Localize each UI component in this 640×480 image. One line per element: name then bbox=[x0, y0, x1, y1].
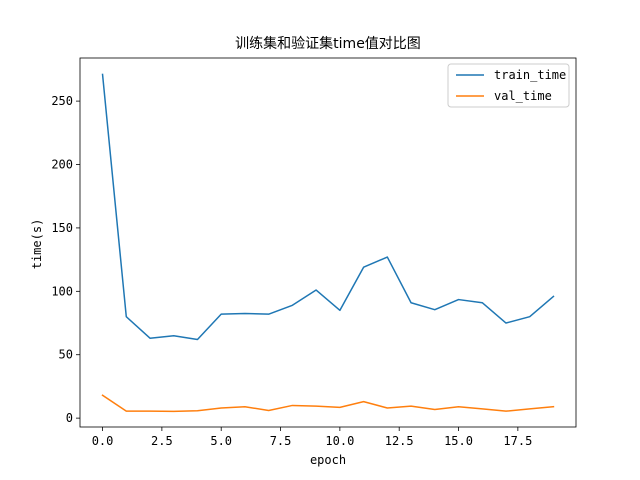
y-tick-label: 250 bbox=[51, 94, 73, 108]
y-axis-label: time(s) bbox=[30, 219, 44, 270]
x-tick-label: 17.5 bbox=[503, 434, 532, 448]
x-axis-label: epoch bbox=[310, 453, 346, 467]
x-tick-label: 0.0 bbox=[92, 434, 114, 448]
chart-title: 训练集和验证集time值对比图 bbox=[235, 35, 421, 52]
legend: train_time val_time bbox=[447, 63, 570, 108]
y-axis-ticks: 0 50 100 150 200 250 bbox=[51, 94, 80, 425]
x-tick-label: 5.0 bbox=[210, 434, 232, 448]
legend-label-train-time: train_time bbox=[494, 68, 566, 82]
x-tick-label: 7.5 bbox=[270, 434, 292, 448]
y-tick-label: 0 bbox=[66, 411, 73, 425]
legend-label-val-time: val_time bbox=[494, 89, 552, 103]
plot-area bbox=[79, 57, 577, 428]
y-tick-label: 100 bbox=[51, 284, 73, 298]
y-tick-label: 150 bbox=[51, 221, 73, 235]
x-axis-ticks: 0.0 2.5 5.0 7.5 10.0 12.5 15.0 17.5 bbox=[92, 427, 532, 448]
x-tick-label: 12.5 bbox=[385, 434, 414, 448]
series-line-train-time bbox=[101, 73, 555, 341]
y-tick-label: 50 bbox=[59, 348, 73, 362]
plot-frame bbox=[79, 57, 577, 428]
series-line-val-time bbox=[101, 394, 555, 413]
x-tick-label: 15.0 bbox=[444, 434, 473, 448]
x-tick-label: 2.5 bbox=[151, 434, 173, 448]
x-tick-label: 10.0 bbox=[325, 434, 354, 448]
y-tick-label: 200 bbox=[51, 158, 73, 172]
